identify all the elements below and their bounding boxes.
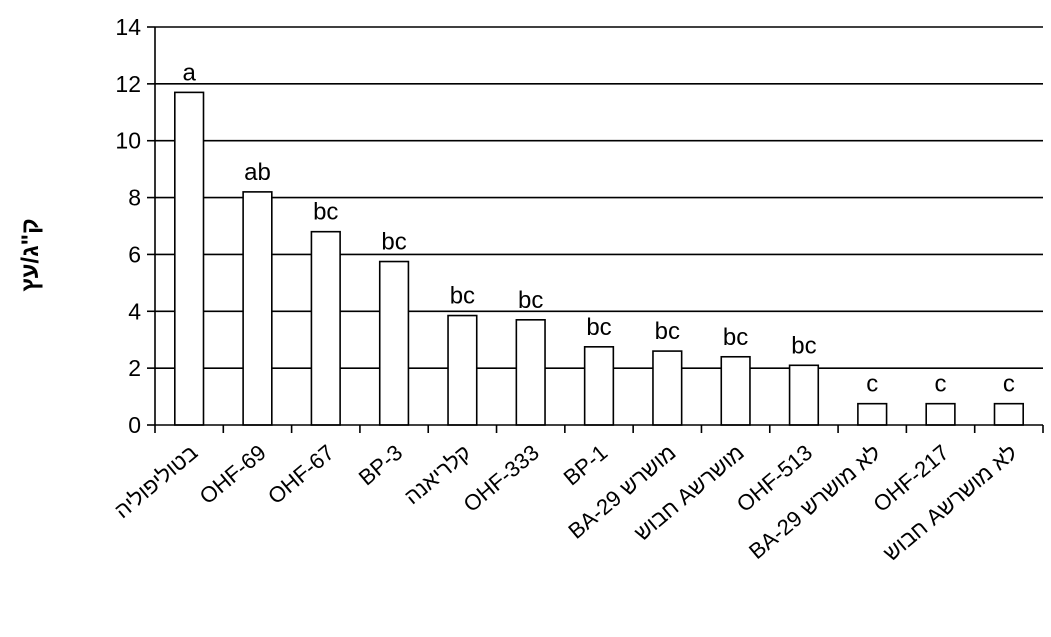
y-tick-label: 2 (128, 355, 141, 381)
x-tick-label: בטוליפוליה (110, 440, 203, 524)
bar (242, 191, 273, 426)
significance-label: ab (244, 159, 271, 186)
y-tick-label: 14 (115, 14, 141, 40)
significance-label: c (935, 371, 947, 398)
bar (515, 319, 546, 426)
y-tick-label: 8 (128, 185, 141, 211)
bar (378, 260, 410, 426)
bar (310, 230, 341, 426)
bar (925, 402, 956, 426)
axes (147, 26, 1044, 433)
x-tick-label: OHF-333 (459, 440, 544, 517)
significance-label: a (182, 59, 196, 86)
y-tick-label: 4 (128, 298, 141, 324)
significance-label: bc (655, 318, 680, 345)
significance-label: c (1003, 371, 1015, 398)
bar (720, 355, 751, 426)
bar (174, 91, 205, 426)
x-tick-label: OHF-69 (195, 440, 271, 509)
bar (993, 402, 1024, 426)
y-tick-label: 12 (115, 71, 141, 97)
significance-label: bc (586, 314, 611, 341)
x-tick-label: OHF-67 (263, 440, 339, 509)
bar (857, 402, 888, 426)
significance-label: bc (518, 287, 543, 314)
y-axis-title: ק"ג/עץ (17, 218, 44, 291)
y-tick-label: 6 (128, 241, 141, 267)
x-tick-label: BP-1 (559, 440, 613, 491)
significance-label: bc (450, 283, 475, 310)
bar (583, 346, 615, 426)
gridlines (155, 26, 1043, 369)
bar (447, 314, 478, 426)
significance-label: bc (381, 229, 406, 256)
x-tick-label: BP-3 (354, 440, 408, 491)
y-tick-labels: 0 2 4 6 8 10 12 14 (115, 14, 141, 438)
significance-label: bc (313, 199, 338, 226)
bars (174, 91, 1024, 426)
y-tick-label: 0 (128, 412, 141, 438)
y-tick-label: 10 (115, 128, 141, 154)
significance-label: bc (791, 332, 816, 359)
bar (652, 350, 683, 426)
bar (788, 364, 820, 426)
significance-label: c (866, 371, 878, 398)
significance-labels: a ab bc bc bc bc bc bc bc bc c c c (182, 59, 1014, 397)
significance-label: bc (723, 324, 748, 351)
